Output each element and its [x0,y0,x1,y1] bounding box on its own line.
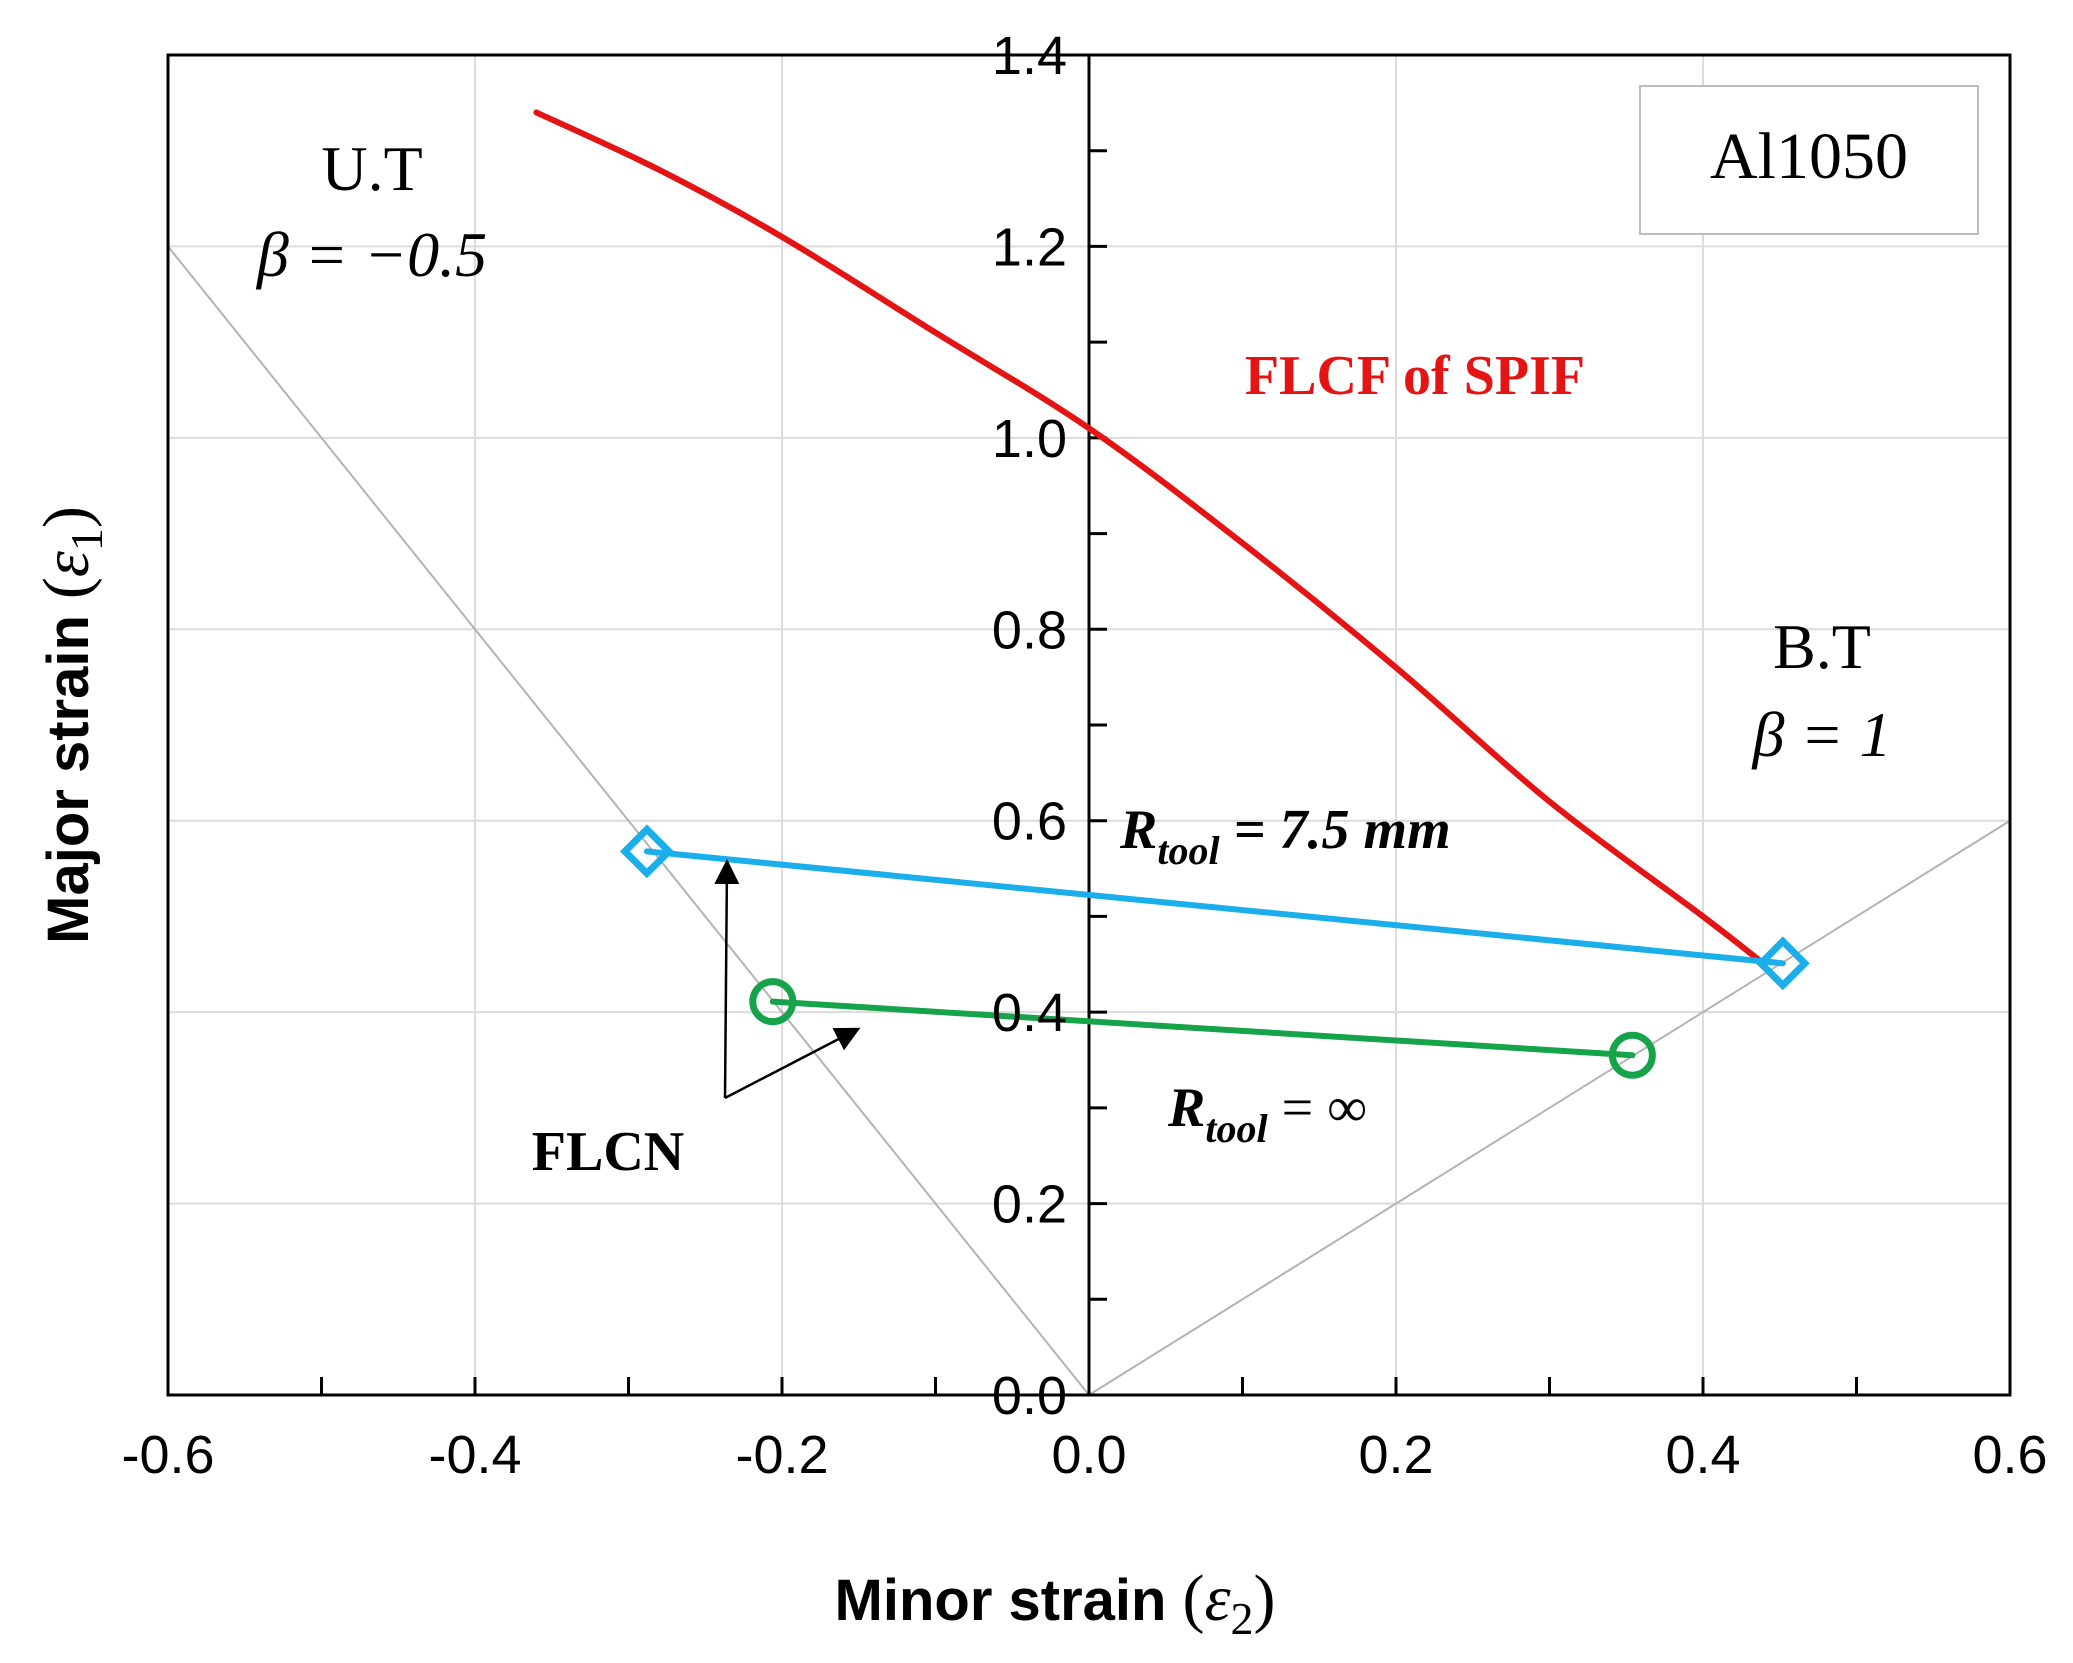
data-point-diamond [619,824,674,879]
flcf-label: FLCF of SPIF [1245,345,1585,407]
ut-label: U.T [321,133,422,204]
x-tick-label: 0.2 [1358,1425,1433,1485]
bt-beta: β = 1 [1750,699,1891,770]
x-axis-title-text: Minor strain [835,1568,1167,1633]
rtool-75-label: Rtool = 7.5 mm [1119,799,1451,873]
x-tick-label: 0.6 [1972,1425,2047,1485]
rtool-75-symbol: R [1119,799,1157,861]
bt-label: B.T [1773,611,1871,682]
flcn-arrow-upper [714,859,740,1099]
y-axis-title-paren-close: ) [30,506,103,528]
axes [166,53,2012,1397]
y-tick-label: 0.8 [992,600,1067,660]
rtool-75-value: = 7.5 mm [1234,799,1451,861]
rtool-75-sub: tool [1157,828,1220,873]
legend-box [1639,85,1979,235]
x-tick-label: -0.6 [121,1425,214,1485]
flcn-label: FLCN [532,1121,684,1183]
legend-label: Al1050 [1710,120,1908,193]
rtool-inf-symbol: R [1167,1077,1205,1139]
y-tick-label: 0.0 [992,1366,1067,1426]
y-axis-title-sub: 1 [61,528,112,551]
series-line-r-tool- [769,998,1636,1059]
x-tick-label: 0.0 [1051,1425,1126,1485]
x-axis-title-symbol: ε [1204,1562,1230,1635]
y-axis-title-text: Major strain [36,615,101,944]
x-axis-title-sub: 2 [1230,1593,1253,1644]
flcn-annotation: FLCN [532,859,861,1183]
tick-labels: 0.0 0.2 0.4 0.6 0.8 1.0 1.2 1.4 -0.6 -0.4 -0.2 0.0 0… [121,26,2047,1485]
series-line-flcf-of-spif [533,109,1768,968]
series-line-u-t-line [167,245,1090,1396]
x-axis-title-paren-close: ) [1253,1562,1275,1635]
y-tick-label: 1.2 [992,217,1067,277]
ut-beta: β = −0.5 [255,219,487,290]
y-axis-title-symbol: ε [30,551,103,577]
y-tick-label: 0.6 [992,792,1067,852]
legend: Al1050 [1639,85,1979,235]
y-tick-label: 0.4 [992,983,1067,1043]
data-point-circle [749,978,797,1026]
x-tick-label: -0.2 [735,1425,828,1485]
x-axis-title-paren-open: ( [1182,1562,1204,1635]
rtool-inf-sub: tool [1205,1106,1268,1151]
rtool-inf-value: = ∞ [1282,1077,1368,1139]
ut-annotation: U.T β = −0.5 [255,133,487,290]
data-point-circle [1608,1031,1656,1079]
series-line-r-tool-7-5-mm [643,848,1786,967]
x-tick-label: -0.4 [428,1425,521,1485]
series-layer [533,109,1810,1079]
guide-lines [167,245,2011,1396]
y-axis-title: Major strain (ε1) [30,506,112,944]
y-tick-label: 1.4 [992,26,1067,86]
flcn-arrow-lower [724,1027,861,1100]
bt-annotation: B.T β = 1 [1750,611,1891,770]
x-tick-label: 0.4 [1665,1425,1740,1485]
y-tick-label: 1.0 [992,409,1067,469]
x-axis-title: Minor strain (ε2) [835,1562,1276,1644]
series-line-b-t-line [1088,819,2011,1396]
rtool-inf-label: Rtool = ∞ [1167,1077,1367,1151]
data-point-diamond [1755,936,1810,991]
y-tick-label: 0.2 [992,1175,1067,1235]
y-axis-title-paren-open: ( [30,577,103,599]
